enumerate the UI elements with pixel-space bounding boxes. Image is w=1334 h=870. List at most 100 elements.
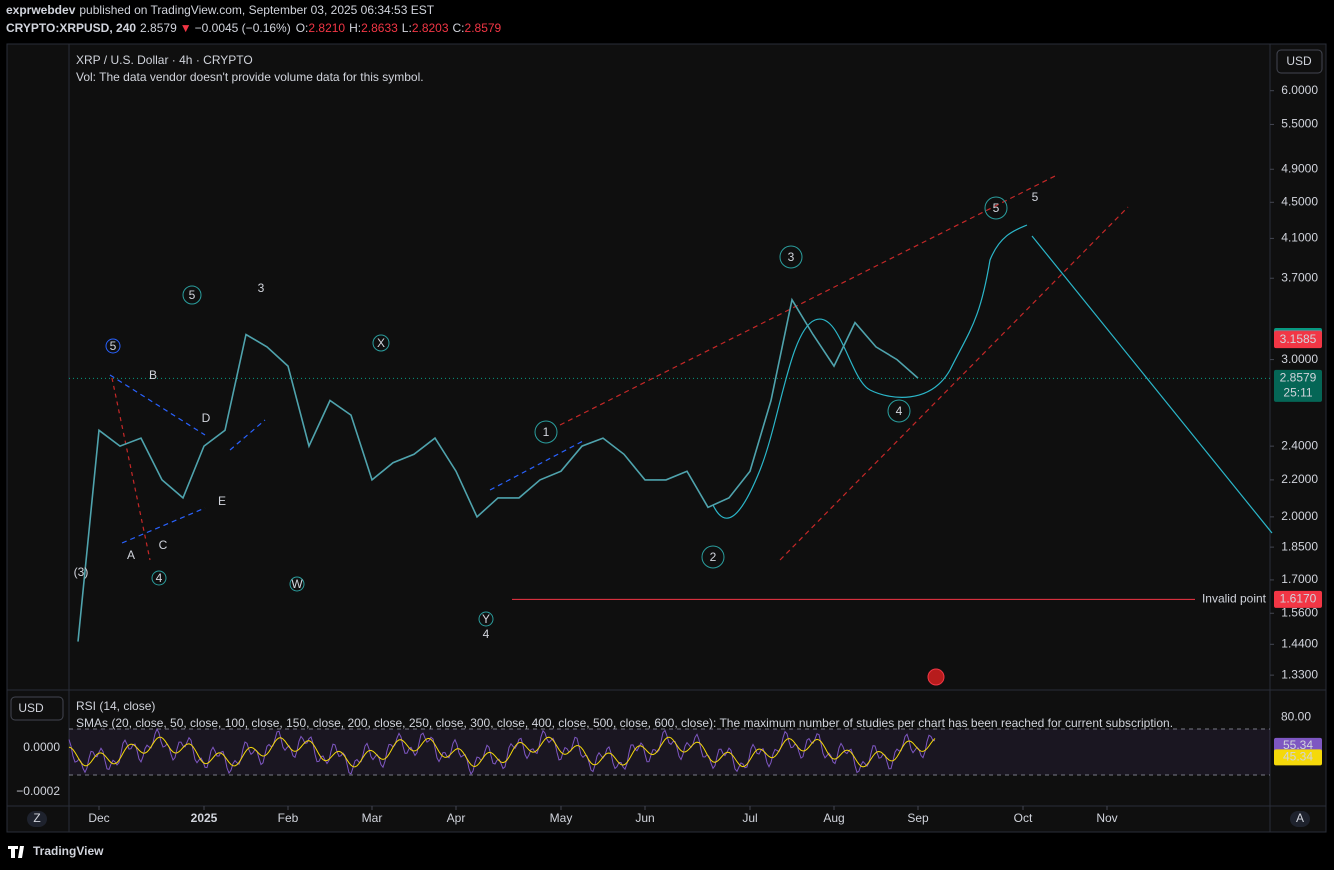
wave-label: 5 (189, 288, 196, 302)
x-tick-label: Jun (635, 811, 654, 825)
x-tick-label: Dec (88, 811, 109, 825)
l-label: L: (402, 21, 412, 35)
wave-label: 5 (1032, 190, 1039, 204)
h-label: H: (349, 21, 361, 35)
rsi-tag-label: 45.34 (1283, 750, 1313, 764)
wave-label: 4 (156, 571, 163, 585)
c-label: C: (453, 21, 465, 35)
wave-label: 4 (483, 627, 490, 641)
logo: TradingView (33, 844, 104, 858)
zoom-button[interactable] (27, 811, 47, 827)
wave-label: 5 (993, 201, 1000, 215)
y-tick-label: 4.5000 (1281, 194, 1318, 208)
invalid-note: Invalid point (1202, 592, 1267, 606)
wave-circle (984, 196, 1008, 220)
pane-currency-button[interactable] (10, 696, 64, 721)
chart-subtitle: Vol: The data vendor doesn't provide vol… (76, 70, 424, 84)
y-tick-label: 4.1000 (1281, 231, 1318, 245)
y-tick-label: 2.0000 (1281, 509, 1318, 523)
event-flag[interactable] (927, 668, 945, 686)
x-tick-label: 2025 (191, 811, 218, 825)
price-tag (1274, 331, 1322, 349)
wave-label: W (291, 577, 303, 591)
wave-label: C (159, 538, 168, 552)
h: 2.8633 (361, 21, 398, 35)
rsi-ma-line (68, 736, 936, 768)
arrow: ▼ (180, 21, 192, 35)
wave-label: 3 (788, 250, 795, 264)
y-tick-label: 1.7000 (1281, 572, 1318, 586)
x-tick-label: Feb (278, 811, 299, 825)
wave-label: 5 (110, 339, 117, 353)
wave-label: B (149, 368, 157, 382)
wave-circle (534, 420, 558, 444)
rsi-tag (1274, 749, 1322, 766)
projection-curve (712, 224, 1028, 519)
y-tick-label: 2.4000 (1281, 438, 1318, 452)
countdown: 25:11 (1283, 386, 1312, 400)
price-line (77, 297, 919, 642)
channel-top (559, 174, 1058, 426)
rsi-line (68, 727, 936, 776)
y-tick-label: 1.8500 (1281, 539, 1318, 553)
wave-circle (105, 338, 121, 354)
header-line-1: exprwebdev published on TradingView.com, … (6, 3, 435, 17)
author: exprwebdev (6, 3, 76, 17)
rsi-tag-label: 55.34 (1283, 738, 1313, 752)
x-tick-label: Oct (1014, 811, 1033, 825)
wave-circle (289, 576, 305, 592)
auto-button[interactable] (1290, 811, 1310, 827)
price-tag-label: 2.8579 (1280, 371, 1317, 385)
wave-label: Y (482, 612, 490, 626)
channel-bottom (779, 206, 1129, 561)
wave-label: E (218, 494, 226, 508)
price-tag-label: 1.6170 (1280, 592, 1317, 606)
wave-label: X (377, 336, 385, 350)
wave-circle (182, 285, 202, 305)
wave-label: D (202, 411, 211, 425)
x-tick-label: Nov (1096, 811, 1117, 825)
sma-tick-label: −0.0002 (16, 784, 60, 798)
change: −0.0045 (−0.16%) (195, 21, 291, 35)
x-tick-label: Jul (742, 811, 757, 825)
chart-frame (6, 43, 1327, 833)
x-tick-label: Mar (362, 811, 383, 825)
triangle-red (111, 377, 151, 561)
y-tick-label: 1.4400 (1281, 636, 1318, 650)
y-tick-label: 3.0000 (1281, 352, 1318, 366)
y-tick-label: 2.2000 (1281, 472, 1318, 486)
x-tick-label: May (550, 811, 573, 825)
y-tick-label: 1.5600 (1281, 605, 1318, 619)
zoom-label: Z (33, 811, 40, 825)
wave-label: A (127, 548, 135, 562)
wave-label: 4 (896, 404, 903, 418)
rsi-band (69, 728, 1270, 775)
currency-button[interactable] (1276, 49, 1323, 74)
y-tick-label: 6.0000 (1281, 83, 1318, 97)
price-tag (1274, 369, 1322, 402)
logo-mark (8, 846, 24, 858)
y-tick-label: 4.9000 (1281, 161, 1318, 175)
wave-circle (372, 334, 390, 352)
x-tick-label: Apr (447, 811, 466, 825)
triangle-top (109, 374, 206, 436)
wave-line (229, 419, 266, 451)
wave-label: 3 (258, 281, 265, 295)
last: 2.8579 (140, 21, 177, 35)
rsi-title: RSI (14, close) (76, 699, 155, 713)
chart-title: XRP / U.S. Dollar · 4h · CRYPTO (76, 53, 253, 67)
rsi-tick-label: 80.00 (1281, 710, 1311, 724)
auto-label: A (1296, 811, 1304, 825)
y-tick-label: 5.5000 (1281, 117, 1318, 131)
wave-label: (3) (74, 565, 89, 579)
y-tick-label: 1.3300 (1281, 667, 1318, 681)
y-tick-label: 3.7000 (1281, 270, 1318, 284)
drawings (109, 174, 1273, 561)
published: published on TradingView.com, September … (79, 3, 434, 17)
wave-circle (701, 545, 725, 569)
wave-label: 1 (543, 425, 550, 439)
x-tick-label: Aug (823, 811, 844, 825)
price-tag (1274, 590, 1322, 608)
currency: USD (1286, 54, 1312, 68)
